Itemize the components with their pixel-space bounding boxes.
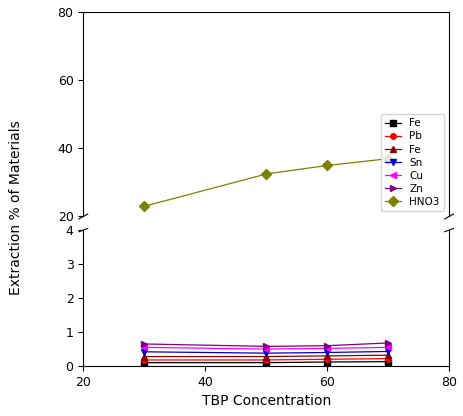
Fe (142, 360, 147, 365)
Cu (142, 345, 147, 350)
Line: Sn: Sn (141, 348, 392, 357)
Fe (263, 360, 269, 365)
Sn (385, 349, 391, 354)
Pb (263, 357, 269, 362)
Pb (142, 357, 147, 362)
Line: Fe: Fe (142, 359, 391, 366)
Zn (142, 342, 147, 347)
Zn (385, 340, 391, 345)
Legend: Fe, Pb, Fe, Sn, Cu, Zn, HNO3: Fe, Pb, Fe, Sn, Cu, Zn, HNO3 (381, 114, 444, 211)
Cu (325, 346, 330, 351)
Fe (385, 353, 391, 358)
Line: Pb: Pb (142, 356, 391, 363)
Sn (263, 351, 269, 356)
Zn (325, 343, 330, 348)
Fe (142, 354, 147, 359)
Sn (325, 350, 330, 355)
Sn (142, 349, 147, 354)
Fe (385, 359, 391, 364)
Text: Extraction % of Materials: Extraction % of Materials (9, 121, 23, 295)
Line: Zn: Zn (141, 339, 392, 350)
Line: Cu: Cu (141, 344, 392, 352)
Cu (385, 345, 391, 350)
Pb (385, 356, 391, 361)
Line: Fe: Fe (142, 352, 391, 359)
Fe (325, 353, 330, 358)
X-axis label: TBP Concentration: TBP Concentration (201, 394, 331, 409)
Fe (263, 354, 269, 359)
Cu (263, 347, 269, 352)
Fe (325, 359, 330, 364)
Pb (325, 357, 330, 362)
Zn (263, 344, 269, 349)
